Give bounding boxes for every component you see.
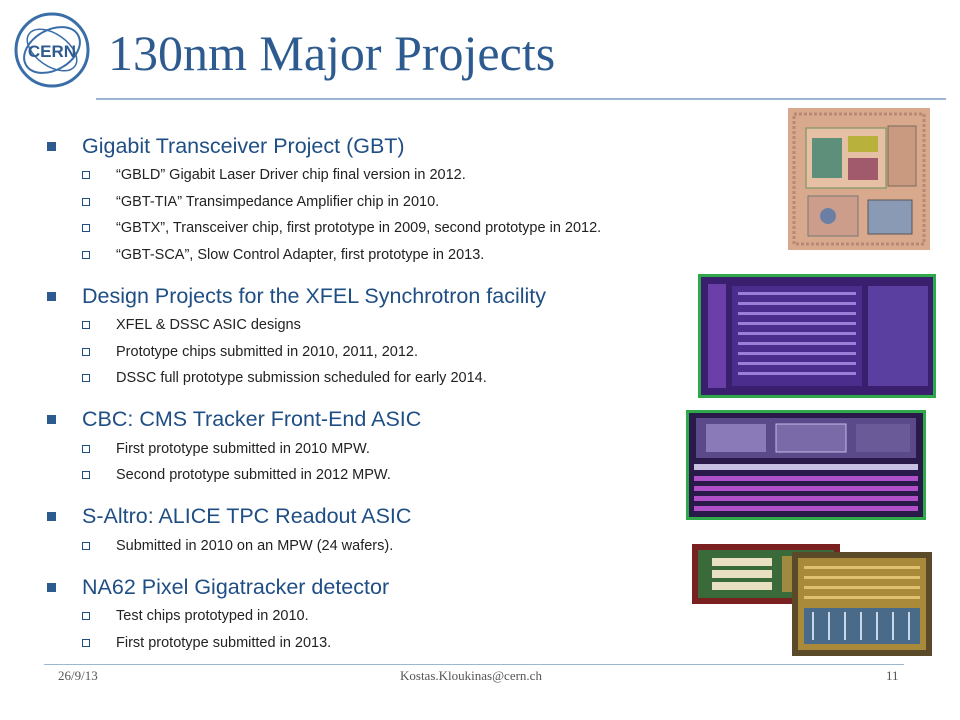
square-bullet-icon — [47, 141, 56, 151]
hollow-square-bullet-icon — [82, 638, 90, 647]
hollow-square-bullet-icon — [82, 321, 90, 330]
bullet-item-gbt: Gigabit Transceiver Project (GBT) “GBLD”… — [44, 130, 724, 268]
sub-bullet: XFEL & DSSC ASIC designs — [82, 312, 724, 339]
square-bullet-icon — [47, 415, 56, 424]
sub-bullet: Submitted in 2010 on an MPW (24 wafers). — [82, 533, 724, 560]
hollow-square-bullet-icon — [82, 444, 90, 453]
cbc-chip-image — [686, 410, 926, 520]
hollow-square-bullet-icon — [82, 471, 90, 480]
bullet-text: CBC: CMS Tracker Front-End ASIC — [82, 407, 422, 431]
cern-logo: CERN — [10, 8, 94, 92]
hollow-square-bullet-icon — [82, 541, 90, 550]
square-bullet-icon — [47, 582, 56, 592]
hollow-square-bullet-icon — [82, 224, 90, 233]
footer-date: 26/9/13 — [58, 668, 98, 683]
slide-title: 130nm Major Projects — [108, 25, 556, 81]
sub-bullet: DSSC full prototype submission scheduled… — [82, 365, 724, 392]
svg-text:CERN: CERN — [28, 42, 76, 61]
sub-bullet: Prototype chips submitted in 2010, 2011,… — [82, 339, 724, 366]
sub-bullet: First prototype submitted in 2010 MPW. — [82, 436, 724, 463]
bullet-item-xfel: Design Projects for the XFEL Synchrotron… — [44, 280, 724, 392]
bullet-item-cbc: CBC: CMS Tracker Front-End ASIC First pr… — [44, 404, 724, 489]
gbt-chip-image — [788, 108, 930, 250]
hollow-square-bullet-icon — [82, 612, 90, 621]
hollow-square-bullet-icon — [82, 347, 90, 356]
sub-bullet: “GBT-SCA”, Slow Control Adapter, first p… — [82, 242, 724, 269]
bullet-list: Gigabit Transceiver Project (GBT) “GBLD”… — [44, 130, 724, 668]
hollow-square-bullet-icon — [82, 250, 90, 259]
hollow-square-bullet-icon — [82, 171, 90, 180]
footer-page-number: 11 — [886, 668, 899, 683]
square-bullet-icon — [47, 512, 56, 521]
sub-bullet: Test chips prototyped in 2010. — [82, 603, 724, 630]
title-divider — [96, 98, 946, 100]
na62-chip-image — [792, 552, 932, 656]
footer-divider — [44, 664, 904, 665]
square-bullet-icon — [47, 291, 56, 301]
bullet-text: Design Projects for the XFEL Synchrotron… — [82, 283, 547, 308]
xfel-chip-image — [698, 274, 936, 398]
sub-bullet: “GBLD” Gigabit Laser Driver chip final v… — [82, 162, 724, 189]
bullet-text: NA62 Pixel Gigatracker detector — [82, 574, 390, 599]
sub-bullet: First prototype submitted in 2013. — [82, 630, 724, 657]
sub-bullet: “GBTX”, Transceiver chip, first prototyp… — [82, 215, 724, 242]
bullet-text: Gigabit Transceiver Project (GBT) — [82, 133, 405, 158]
hollow-square-bullet-icon — [82, 197, 90, 206]
bullet-text: S-Altro: ALICE TPC Readout ASIC — [82, 504, 412, 528]
sub-bullet: “GBT-TIA” Transimpedance Amplifier chip … — [82, 189, 724, 216]
bullet-item-saltro: S-Altro: ALICE TPC Readout ASIC Submitte… — [44, 501, 724, 560]
sub-bullet: Second prototype submitted in 2012 MPW. — [82, 462, 724, 489]
hollow-square-bullet-icon — [82, 374, 90, 383]
footer-email: Kostas.Kloukinas@cern.ch — [400, 668, 542, 683]
bullet-item-na62: NA62 Pixel Gigatracker detector Test chi… — [44, 571, 724, 656]
